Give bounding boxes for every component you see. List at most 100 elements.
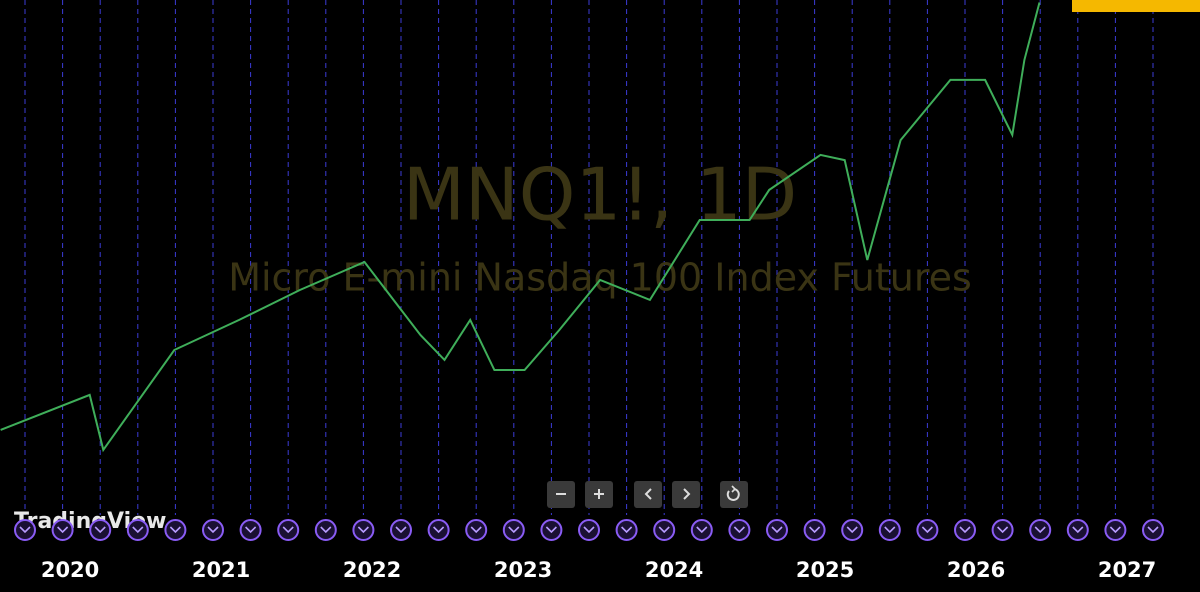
event-icon[interactable] [352,519,375,541]
event-icon-arrow [771,526,783,534]
event-icon[interactable] [1066,519,1089,541]
event-icon[interactable] [1029,519,1052,541]
event-icon[interactable] [14,519,36,541]
event-icon[interactable] [202,519,224,541]
zoom-out-button[interactable] [547,481,575,508]
event-icon[interactable] [954,519,976,541]
event-icon-circle [51,519,74,541]
event-icon-circle [578,519,600,541]
event-icon[interactable] [1104,519,1127,541]
event-icon[interactable] [653,519,676,541]
event-icon[interactable] [390,519,412,541]
event-icon[interactable] [728,519,751,541]
event-icon-circle [653,519,676,541]
event-icon-circle [916,519,939,541]
x-tick-label: 2024 [645,558,703,582]
event-icon-arrow [57,526,69,534]
event-icon-arrow [921,526,933,534]
event-icon[interactable] [164,519,187,541]
event-icon-arrow [94,526,106,534]
event-icon-circle [1104,519,1127,541]
x-tick-label: 2020 [41,558,99,582]
watermark-subtitle: Micro E-mini Nasdaq 100 Index Futures [228,256,972,300]
event-icon-circle [803,519,826,541]
event-icon-arrow [1147,526,1159,534]
event-icon[interactable] [615,519,638,541]
event-icon[interactable] [314,519,337,541]
event-icon[interactable] [502,519,525,541]
event-icon-arrow [696,526,708,534]
event-icon[interactable] [766,519,788,541]
x-tick-label: 2023 [494,558,552,582]
scroll-right-button[interactable] [672,481,700,508]
x-axis: 2020 2021 2022 2023 2024 2025 2026 2027 [41,558,1156,582]
event-icon[interactable] [916,519,939,541]
event-icon-arrow [959,526,971,534]
event-icon[interactable] [89,519,112,541]
event-icon-circle [202,519,224,541]
event-icon-circle [540,519,563,541]
event-icon-circle [465,519,488,541]
reset-button[interactable] [720,481,748,508]
zoom-in-button[interactable] [585,481,613,508]
event-icon-arrow [1072,526,1084,534]
event-icon[interactable] [540,519,563,541]
event-icon-circle [728,519,751,541]
event-lines [24,0,1154,515]
event-icon-circle [1066,519,1089,541]
event-icon-arrow [997,526,1009,534]
event-icon-arrow [583,526,595,534]
event-icon[interactable] [878,519,901,541]
event-icon-arrow [282,526,294,534]
event-icon-arrow [545,526,557,534]
event-icon[interactable] [239,519,262,541]
event-icon[interactable] [1142,519,1164,541]
event-icon-arrow [395,526,407,534]
event-icon-circle [352,519,375,541]
event-icon[interactable] [126,519,149,541]
x-tick-label: 2026 [947,558,1005,582]
x-tick-label: 2022 [343,558,401,582]
watermark-title: MNQ1!, 1D [403,153,797,237]
event-icon-circle [690,519,713,541]
x-tick-label: 2021 [192,558,250,582]
event-icon-circle [427,519,450,541]
scroll-left-button[interactable] [634,481,662,508]
event-icon-arrow [846,526,858,534]
plot [0,2,1041,453]
event-icon[interactable] [578,519,600,541]
event-icon-arrow [207,526,219,534]
event-icon-arrow [320,526,332,534]
event-icon-circle [991,519,1014,541]
event-icon[interactable] [277,519,300,541]
event-icon-circle [954,519,976,541]
event-icon-circle [502,519,525,541]
event-icon-arrow [658,526,670,534]
event-icon-arrow [245,526,257,534]
event-icon-circle [1029,519,1052,541]
event-icon[interactable] [803,519,826,541]
event-icon[interactable] [51,519,74,541]
event-icon-circle [878,519,901,541]
event-icon[interactable] [465,519,488,541]
price-line [0,2,1041,453]
event-icon-arrow [433,526,445,534]
event-icon[interactable] [841,519,864,541]
event-icon-arrow [733,526,745,534]
event-icon-circle [14,519,36,541]
event-icon-arrow [508,526,520,534]
event-icon-arrow [19,526,31,534]
event-icon-circle [239,519,262,541]
event-icon[interactable] [690,519,713,541]
event-icon-circle [89,519,112,541]
event-icon-circle [615,519,638,541]
event-icon-arrow [1034,526,1046,534]
event-icon-circle [314,519,337,541]
event-icon[interactable] [427,519,450,541]
event-icon-arrow [357,526,369,534]
event-icon-circle [164,519,187,541]
event-icon[interactable] [991,519,1014,541]
event-icon-arrow [1109,526,1121,534]
